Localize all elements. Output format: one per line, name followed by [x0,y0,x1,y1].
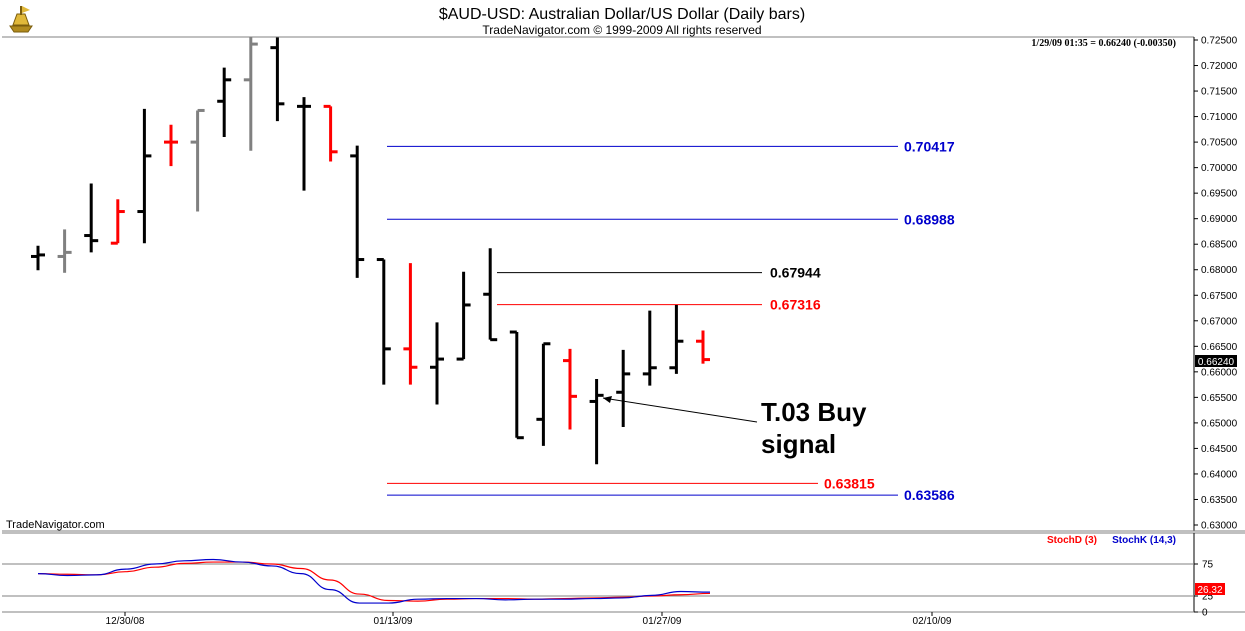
watermark-label: TradeNavigator.com [6,519,105,531]
ohlc-bar [589,378,604,465]
legend-stochd: StochD (3) [1047,535,1097,546]
stoch-last-label: 26.32 [1197,585,1222,596]
stoch-tick-label: 25 [1202,592,1214,603]
ohlc-bar [217,67,232,137]
stoch-series-line [37,558,711,604]
ohlc-bar [536,342,551,446]
ohlc-bar [509,330,524,440]
ohlc-bar [616,349,631,427]
ohlc-bar [563,348,577,430]
level-label: 0.70417 [904,138,955,154]
price-tick-label: 0.67500 [1201,291,1238,302]
ohlc-bar [350,145,365,278]
ohlc-bar [190,108,205,212]
price-tick-label: 0.64500 [1201,444,1238,455]
ohlc-bar [137,108,152,244]
price-tick-label: 0.72000 [1201,61,1238,72]
stoch-y-axis: 75 25 0 [2,560,1214,619]
price-tick-label: 0.72500 [1201,36,1238,47]
stoch-lines [37,558,711,604]
x-tick-label: 12/30/08 [106,616,145,627]
ohlc-bar [323,104,338,162]
ohlc-bar [57,229,72,273]
ohlc-bar [164,124,178,167]
trade-navigator-logo-icon [9,6,33,33]
stoch-last-tag [1195,583,1225,595]
ohlc-bar [84,183,99,253]
level-lines: 0.70417 0.68988 0.67944 0.67316 0.63815 0.635… [387,138,955,503]
ohlc-bar [403,263,418,385]
ohlc-bar [243,37,258,151]
legend-stochk: StochK (14,3) [1112,535,1176,546]
ohlc-bar [669,304,684,374]
price-tick-label: 0.70000 [1201,163,1238,174]
price-tick-label: 0.71000 [1201,112,1238,123]
price-tick-label: 0.69500 [1201,189,1238,200]
ohlc-bar [642,310,657,386]
stoch-series-line [37,561,711,602]
x-axis: 12/30/08 01/13/09 01/27/09 02/10/09 [106,612,952,627]
ohlc-bar [270,37,285,122]
x-tick-label: 01/27/09 [643,616,682,627]
level-label: 0.67316 [770,297,821,313]
level-label: 0.67944 [770,265,821,281]
ohlc-bar [31,245,45,271]
annotation-line-1: T.03 Buy [761,397,867,427]
ohlc-bar [456,271,471,361]
annotation-line-2: signal [761,429,836,459]
ohlc-bar [483,248,498,342]
stoch-tick-label: 0 [1202,608,1208,619]
chart-subtitle: TradeNavigator.com © 1999-2009 All right… [482,23,761,37]
level-label: 0.63586 [904,487,955,503]
stoch-tick-label: 75 [1202,560,1214,571]
x-tick-label: 01/13/09 [374,616,413,627]
price-y-axis: 0.72500 0.72000 0.71500 0.71000 0.70500 0.700… [1194,36,1238,532]
last-price-label: 0.66240 [1198,357,1235,368]
x-tick-label: 02/10/09 [913,616,952,627]
ohlc-bar [376,258,391,385]
level-label: 0.63815 [824,475,875,491]
chart-title: $AUD-USD: Australian Dollar/US Dollar (D… [439,6,805,23]
ohlc-bar [696,330,710,364]
price-tick-label: 0.65500 [1201,393,1238,404]
price-tick-label: 0.68500 [1201,240,1238,251]
price-tick-label: 0.69000 [1201,214,1238,225]
price-tick-label: 0.68000 [1201,265,1238,276]
price-tick-label: 0.71500 [1201,87,1238,98]
price-tick-label: 0.65000 [1201,418,1238,429]
ohlc-bar [430,322,444,405]
annotation-arrow [602,397,758,423]
last-price-tag [1195,355,1237,367]
price-readout: 1/29/09 01:35 = 0.66240 (-0.00350) [1031,38,1176,49]
price-tick-label: 0.63500 [1201,495,1238,506]
ohlc-bars [31,37,710,465]
ohlc-bar [297,97,311,191]
price-tick-label: 0.66000 [1201,367,1238,378]
price-tick-label: 0.70500 [1201,138,1238,149]
price-tick-label: 0.66500 [1201,342,1238,353]
price-tick-label: 0.63000 [1201,521,1238,532]
level-label: 0.68988 [904,211,955,227]
ohlc-bar [110,199,125,245]
price-tick-label: 0.64000 [1201,469,1238,480]
price-tick-label: 0.67000 [1201,316,1238,327]
annotation-arrowhead-icon [603,396,612,403]
